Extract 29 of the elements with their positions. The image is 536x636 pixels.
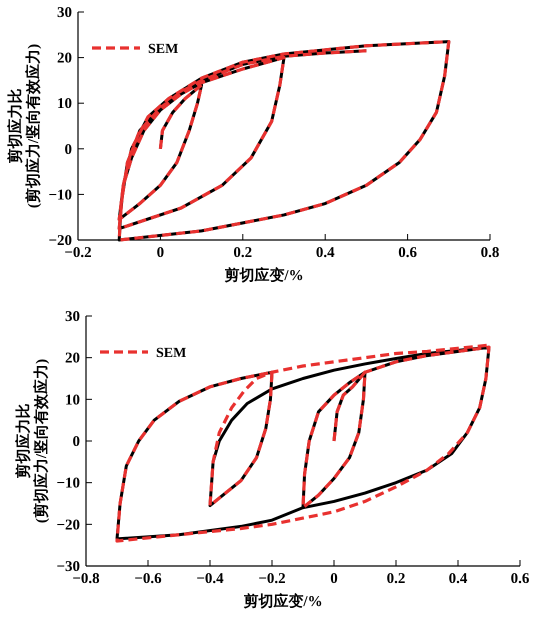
y-tick-label: −20 (56, 517, 80, 534)
x-axis-title: 剪切应变/% (224, 266, 304, 284)
y-axis-title: 剪切应力比 (剪切应力/竖向有效应力) (6, 44, 42, 208)
legend-label: SEM (148, 42, 178, 57)
x-tick-label: 0 (156, 245, 164, 261)
x-tick-label: −0.4 (196, 571, 224, 587)
x-tick-label: 0.4 (448, 571, 468, 587)
y-tick-label: 30 (57, 5, 72, 21)
x-tick-label: 0 (330, 571, 338, 587)
y-tick-label: 20 (65, 350, 80, 367)
legend-label: SEM (156, 346, 186, 361)
y-axis-title: 剪切应力比 (剪切应力/竖向有效应力) (14, 358, 50, 524)
x-tick-label: −0.6 (134, 571, 162, 587)
x-tick-label: 0.6 (510, 571, 530, 587)
y-tick-label: −10 (48, 187, 72, 204)
x-tick-label: 0.8 (480, 245, 500, 261)
x-tick-label: 0.2 (386, 571, 406, 587)
y-tick-label: −10 (56, 476, 80, 492)
x-tick-label: 0.6 (398, 245, 418, 261)
y-tick-label: 20 (57, 50, 72, 67)
y-tick-label: 10 (57, 96, 72, 112)
y-tick-label: 10 (65, 392, 80, 408)
y-tick-label: 0 (64, 142, 72, 158)
y-tick-label: 0 (72, 434, 80, 450)
x-tick-label: 0.4 (316, 245, 336, 261)
x-tick-label: 0.2 (233, 245, 252, 261)
y-tick-label: 30 (65, 309, 80, 325)
x-axis-title: 剪切应变/% (243, 592, 323, 610)
x-tick-label: −0.2 (258, 571, 286, 587)
